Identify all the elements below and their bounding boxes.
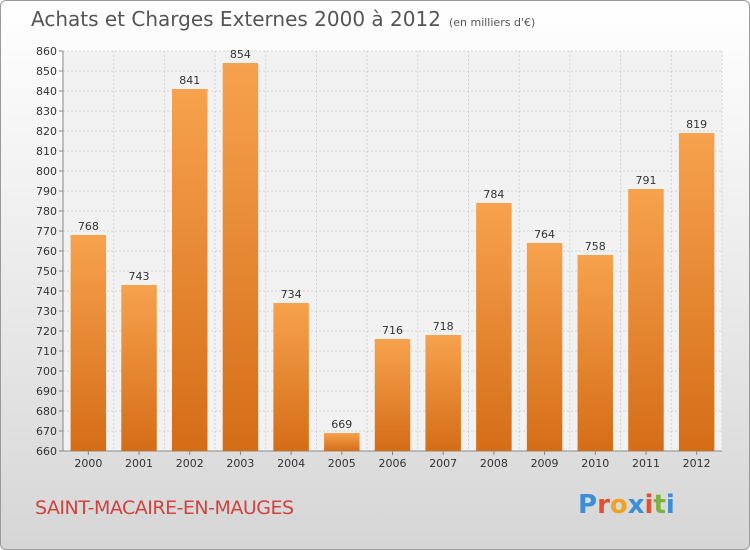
x-tick-label: 2006 [379, 457, 407, 470]
data-label: 716 [382, 324, 403, 337]
data-label: 819 [686, 118, 707, 131]
bar [374, 339, 411, 451]
x-tick-label: 2008 [480, 457, 508, 470]
y-tick-label: 750 [36, 265, 57, 278]
bar [324, 433, 360, 451]
data-label: 734 [281, 288, 302, 301]
x-tick-label: 2003 [226, 457, 254, 470]
proxiti-logo: Proxiti [578, 490, 675, 520]
chart-subtitle: (en milliers d'€) [448, 16, 536, 29]
y-tick-label: 670 [36, 425, 57, 438]
x-tick-label: 2010 [581, 457, 609, 470]
bar [476, 203, 512, 451]
x-tick-label: 2000 [74, 457, 102, 470]
bar [678, 133, 715, 451]
chart-title-text: Achats et Charges Externes 2000 à 2012 [31, 7, 441, 31]
bar [70, 235, 107, 451]
x-tick-label: 2005 [328, 457, 356, 470]
x-tick-label: 2012 [683, 457, 711, 470]
x-tick-label: 2011 [632, 457, 660, 470]
logo-letter: o [609, 490, 628, 520]
y-tick-label: 800 [36, 165, 57, 178]
bar [425, 335, 461, 451]
logo-letter: i [665, 490, 675, 520]
y-tick-label: 760 [36, 245, 57, 258]
y-tick-label: 810 [36, 145, 57, 158]
y-tick-label: 780 [36, 205, 57, 218]
x-tick-label: 2001 [125, 457, 153, 470]
y-tick-label: 740 [36, 285, 57, 298]
x-tick-label: 2007 [429, 457, 457, 470]
logo-letter: P [578, 490, 598, 520]
y-tick-label: 690 [36, 385, 57, 398]
y-tick-label: 860 [36, 45, 57, 58]
logo-letter: x [627, 490, 645, 520]
bar [628, 189, 664, 451]
data-label: 768 [78, 220, 99, 233]
y-tick-label: 700 [36, 365, 57, 378]
commune-name: SAINT-MACAIRE-EN-MAUGES [35, 497, 294, 519]
bar [222, 63, 259, 451]
bar [526, 243, 563, 451]
data-label: 854 [230, 48, 251, 61]
bar [273, 303, 309, 451]
data-label: 841 [179, 74, 200, 87]
y-tick-label: 820 [36, 125, 57, 138]
x-tick-label: 2004 [277, 457, 305, 470]
bar [577, 255, 614, 451]
y-tick-label: 710 [36, 345, 57, 358]
logo-letter: t [653, 490, 666, 520]
y-tick-label: 720 [36, 325, 57, 338]
data-label: 718 [433, 320, 454, 333]
x-tick-label: 2009 [531, 457, 559, 470]
data-label: 669 [331, 418, 352, 431]
bar [171, 89, 208, 451]
y-tick-label: 830 [36, 105, 57, 118]
y-tick-label: 660 [36, 445, 57, 458]
logo-letter: i [644, 490, 654, 520]
data-label: 791 [635, 174, 656, 187]
y-tick-label: 680 [36, 405, 57, 418]
logo-letter: r [597, 490, 610, 520]
chart-title: Achats et Charges Externes 2000 à 2012 (e… [31, 7, 535, 31]
y-tick-label: 840 [36, 85, 57, 98]
x-tick-label: 2002 [176, 457, 204, 470]
y-tick-label: 730 [36, 305, 57, 318]
data-label: 743 [129, 270, 150, 283]
y-tick-label: 850 [36, 65, 57, 78]
data-label: 784 [483, 188, 504, 201]
data-label: 764 [534, 228, 555, 241]
y-tick-label: 790 [36, 185, 57, 198]
bar [121, 285, 157, 451]
data-label: 758 [585, 240, 606, 253]
y-tick-label: 770 [36, 225, 57, 238]
